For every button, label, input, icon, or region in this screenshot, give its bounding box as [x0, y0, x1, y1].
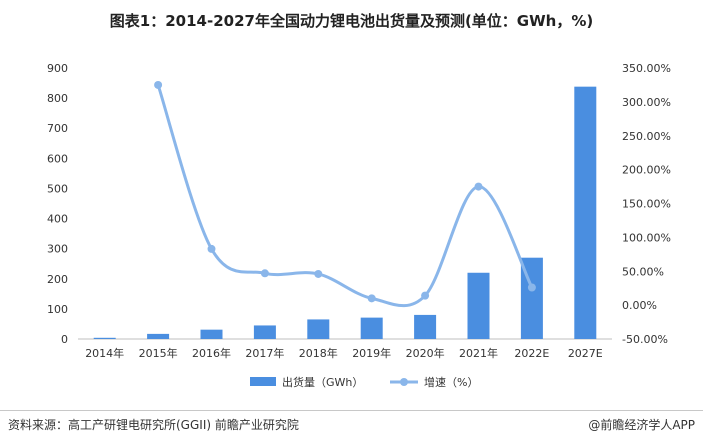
x-tick-label: 2017年 — [245, 346, 284, 360]
y-left-tick-label: 0 — [61, 333, 68, 346]
y-right-tick-label: 300.00% — [622, 96, 671, 109]
bar — [574, 86, 597, 340]
chart-title: 图表1：2014-2027年全国动力锂电池出货量及预测(单位：GWh，%) — [109, 12, 594, 30]
growth-point — [474, 182, 483, 191]
y-right-tick-label: 250.00% — [622, 130, 671, 143]
y-left-tick-label: 800 — [47, 92, 68, 105]
x-tick-label: 2018年 — [299, 346, 338, 360]
bar — [200, 329, 223, 339]
bar — [360, 317, 383, 339]
bar — [93, 337, 116, 339]
bar — [467, 272, 490, 339]
growth-line — [156, 83, 534, 308]
chart: 0 100 200 300 400 500 600 700 800 900 -50.00% 0.00%… — [47, 62, 671, 389]
brand-label: @前瞻经济学人APP — [588, 418, 695, 432]
x-tick-label: 2027E — [568, 347, 603, 360]
bar — [147, 333, 170, 339]
y-right-tick-label: 150.00% — [622, 198, 671, 211]
source-note: 资料来源：高工产研锂电研究所(GGII) 前瞻产业研究院 — [8, 418, 299, 432]
y-right-tick-label: 50.00% — [622, 265, 664, 278]
legend-bar-label: 出货量（GWh） — [282, 375, 363, 389]
growth-point — [421, 291, 430, 300]
bar — [414, 314, 437, 339]
growth-point — [207, 244, 216, 253]
legend-line-label: 增速（%） — [424, 375, 478, 389]
x-tick-label: 2019年 — [352, 346, 391, 360]
footer-divider — [0, 410, 703, 411]
y-left-tick-label: 400 — [47, 213, 68, 226]
y-left-tick-label: 600 — [47, 152, 68, 165]
x-tick-label: 2014年 — [85, 346, 124, 360]
growth-point — [527, 283, 536, 292]
x-tick-label: 2016年 — [192, 346, 231, 360]
legend-line-marker — [400, 378, 408, 386]
growth-point — [314, 269, 323, 278]
growth-point — [367, 294, 376, 303]
x-tick-label: 2020年 — [406, 346, 445, 360]
legend-bar-swatch — [250, 377, 276, 386]
y-right-tick-label: 100.00% — [622, 231, 671, 244]
y-right-tick-label: -50.00% — [622, 333, 668, 346]
x-tick-label: 2015年 — [139, 346, 178, 360]
y-right-tick-label: 200.00% — [622, 164, 671, 177]
y-left-tick-label: 700 — [47, 122, 68, 135]
y-left-tick-label: 200 — [47, 273, 68, 286]
growth-point — [154, 80, 163, 89]
y-left-tick-label: 500 — [47, 182, 68, 195]
x-tick-label: 2021年 — [459, 346, 498, 360]
y-right-tick-label: 350.00% — [622, 62, 671, 75]
x-tick-label: 2022E — [514, 347, 549, 360]
bar — [307, 319, 330, 339]
growth-point — [260, 269, 269, 278]
bar — [253, 325, 276, 339]
y-left-tick-label: 900 — [47, 62, 68, 75]
y-right-tick-label: 0.00% — [622, 299, 657, 312]
y-left-tick-label: 300 — [47, 243, 68, 256]
y-left-tick-label: 100 — [47, 303, 68, 316]
